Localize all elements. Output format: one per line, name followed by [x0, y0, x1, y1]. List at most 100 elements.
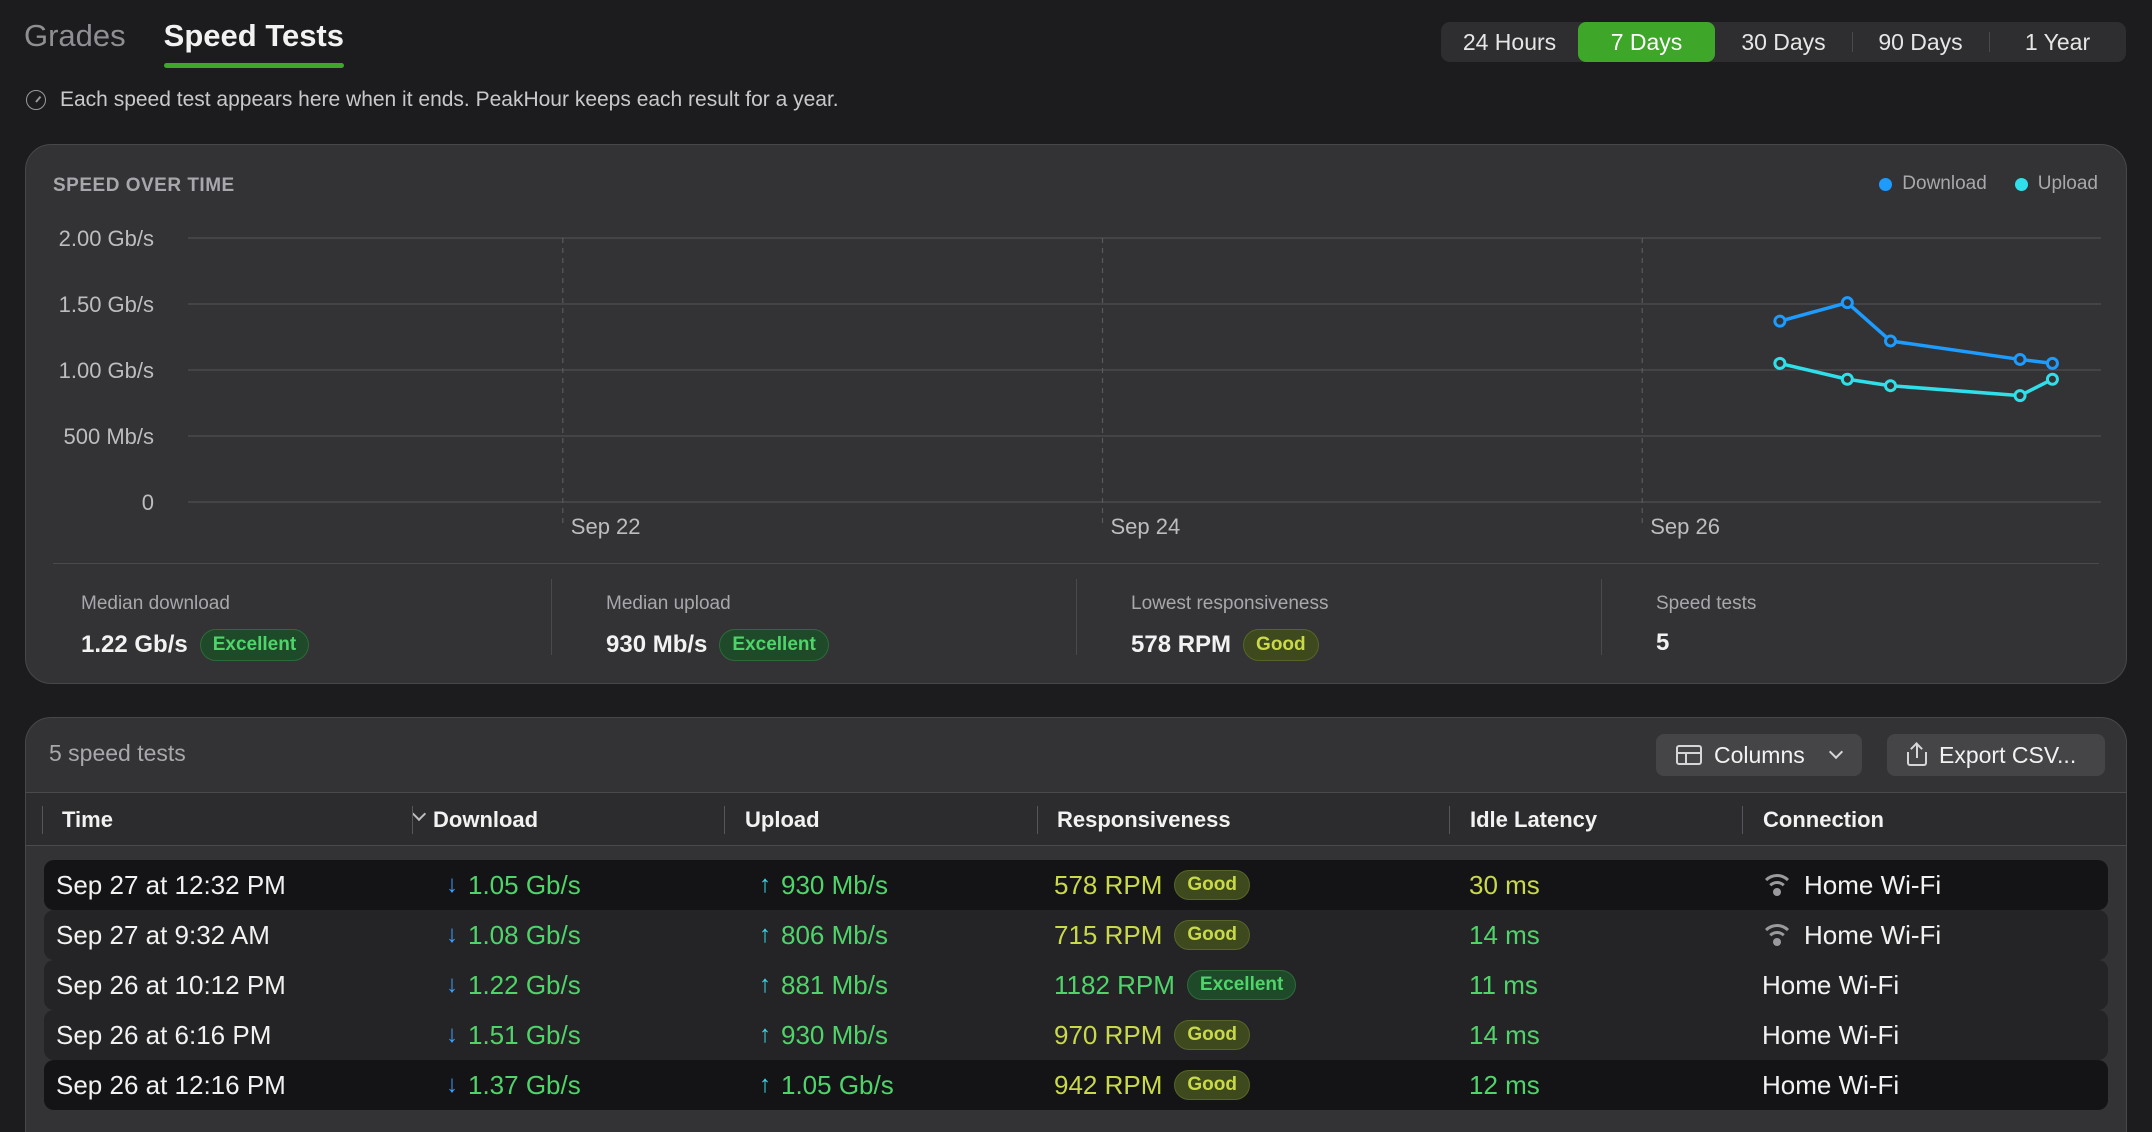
download-value: 1.05 Gb/s — [468, 869, 581, 900]
stat-median-upload: Median upload 930 Mb/s Excellent — [551, 563, 1076, 683]
table-row[interactable]: Sep 26 at 10:12 PM ↓ 1.22 Gb/s ↑ 881 Mb/s 118… — [44, 960, 2108, 1010]
responsiveness-value: 970 RPM — [1054, 1019, 1163, 1050]
arrow-down-icon: ↓ — [446, 1021, 458, 1048]
responsiveness-badge: Good — [1174, 920, 1250, 950]
cell-upload: ↑ 1.05 Gb/s — [759, 1060, 894, 1110]
stat-badge: Excellent — [199, 629, 310, 661]
y-tick-label: 1.00 Gb/s — [59, 358, 154, 383]
cell-time: Sep 27 at 9:32 AM — [56, 919, 270, 950]
connection-value: Home Wi-Fi — [1804, 919, 1942, 950]
header-idle-latency[interactable]: Idle Latency — [1470, 806, 1598, 832]
header-separator — [724, 806, 725, 834]
header-responsiveness[interactable]: Responsiveness — [1057, 806, 1231, 832]
cell-download: ↓ 1.22 Gb/s — [446, 960, 581, 1010]
range-24-hours[interactable]: 24 Hours — [1462, 28, 1557, 55]
range-90-days[interactable]: 90 Days — [1852, 22, 1989, 62]
top-bar: Grades Speed Tests 24 Hours 7 Days 30 Da… — [0, 0, 2152, 90]
header-separator — [412, 806, 413, 834]
header-connection[interactable]: Connection — [1763, 806, 1884, 832]
cell-connection: Home Wi-Fi — [1762, 910, 1941, 960]
range-1-year[interactable]: 1 Year — [1989, 22, 2126, 62]
cell-idle-latency: 12 ms — [1469, 1069, 1540, 1100]
connection-value: Home Wi-Fi — [1762, 1069, 1900, 1100]
arrow-down-icon: ↓ — [446, 871, 458, 898]
arrow-up-icon: ↑ — [759, 871, 771, 898]
export-label: Export CSV... — [1939, 741, 2077, 768]
download-value: 1.37 Gb/s — [468, 1069, 581, 1100]
stat-lowest-responsiveness: Lowest responsiveness 578 RPM Good — [1076, 563, 1601, 683]
info-line: Each speed test appears here when it end… — [26, 88, 839, 112]
cell-time: Sep 26 at 6:16 PM — [56, 1019, 272, 1050]
table-rows: Sep 27 at 12:32 PM ↓ 1.05 Gb/s ↑ 930 Mb/s 578… — [44, 860, 2108, 1110]
responsiveness-value: 1182 RPM — [1054, 969, 1175, 1000]
series-line-upload — [1779, 361, 2054, 398]
arrow-down-icon: ↓ — [446, 1071, 458, 1098]
cell-time: Sep 26 at 12:16 PM — [56, 1069, 286, 1100]
stat-badge: Good — [1243, 629, 1319, 661]
tab-speed-tests[interactable]: Speed Tests — [163, 18, 345, 68]
table-row[interactable]: Sep 26 at 12:16 PM ↓ 1.37 Gb/s ↑ 1.05 Gb/s 94… — [44, 1060, 2108, 1110]
sort-chevron-icon[interactable] — [411, 806, 427, 822]
download-legend-dot — [1879, 177, 1893, 191]
cell-upload: ↑ 881 Mb/s — [759, 960, 888, 1010]
data-point-download — [2045, 356, 2059, 370]
cell-responsiveness: 578 RPM Good — [1054, 860, 1250, 910]
upload-value: 930 Mb/s — [781, 869, 888, 900]
responsiveness-badge: Good — [1174, 1020, 1250, 1050]
header-upload[interactable]: Upload — [745, 806, 820, 832]
header-separator — [42, 806, 43, 834]
y-tick-label: 1.50 Gb/s — [59, 292, 154, 317]
cell-upload: ↑ 930 Mb/s — [759, 860, 888, 910]
arrow-up-icon: ↑ — [759, 1021, 771, 1048]
range-7-days[interactable]: 7 Days — [1578, 22, 1715, 62]
cell-connection: Home Wi-Fi — [1762, 1060, 1899, 1110]
upload-value: 1.05 Gb/s — [781, 1069, 894, 1100]
view-tabs: Grades Speed Tests — [24, 18, 345, 68]
data-point-upload — [1884, 379, 1898, 393]
table-row[interactable]: Sep 27 at 12:32 PM ↓ 1.05 Gb/s ↑ 930 Mb/s 578… — [44, 860, 2108, 910]
share-icon — [1907, 744, 1927, 766]
cell-upload: ↑ 930 Mb/s — [759, 1010, 888, 1060]
stat-label: Median upload — [606, 593, 731, 614]
data-point-upload — [2013, 389, 2027, 403]
connection-value: Home Wi-Fi — [1762, 1019, 1900, 1050]
data-point-download — [2013, 352, 2027, 366]
responsiveness-value: 715 RPM — [1054, 919, 1163, 950]
responsiveness-badge: Good — [1174, 870, 1250, 900]
header-download[interactable]: Download — [433, 806, 539, 832]
columns-label: Columns — [1714, 741, 1805, 768]
cell-idle-latency: 14 ms — [1469, 1019, 1540, 1050]
table-header: Time Download Upload Responsiveness Idle… — [26, 792, 2126, 846]
export-csv-button[interactable]: Export CSV... — [1887, 734, 2105, 776]
cell-responsiveness: 715 RPM Good — [1054, 910, 1250, 960]
stat-value: 930 Mb/s — [606, 631, 708, 658]
speed-line-chart: 2.00 Gb/s 1.50 Gb/s 1.00 Gb/s 500 Mb/s 0 Sep … — [59, 226, 2101, 539]
header-separator — [1742, 806, 1743, 834]
cell-idle-latency: 11 ms — [1469, 969, 1538, 1000]
stat-value: 578 RPM — [1131, 631, 1232, 658]
test-count: 5 speed tests — [49, 740, 186, 766]
header-time[interactable]: Time — [62, 793, 427, 846]
stat-label: Lowest responsiveness — [1131, 593, 1329, 614]
responsiveness-badge: Good — [1174, 1070, 1250, 1100]
arrow-down-icon: ↓ — [446, 971, 458, 998]
data-point-upload — [2045, 372, 2059, 386]
cell-download: ↓ 1.51 Gb/s — [446, 1010, 581, 1060]
range-30-days[interactable]: 30 Days — [1741, 28, 1826, 55]
speed-chart-card: SPEED OVER TIME Download Upload 2.00 Gb/… — [25, 144, 2127, 684]
download-value: 1.51 Gb/s — [468, 1019, 581, 1050]
tab-grades[interactable]: Grades — [24, 18, 126, 53]
upload-value: 881 Mb/s — [781, 969, 888, 1000]
table-row[interactable]: Sep 27 at 9:32 AM ↓ 1.08 Gb/s ↑ 806 Mb/s 715 … — [44, 910, 2108, 960]
responsiveness-value: 942 RPM — [1054, 1069, 1163, 1100]
table-row[interactable]: Sep 26 at 6:16 PM ↓ 1.51 Gb/s ↑ 930 Mb/s 970 … — [44, 1010, 2108, 1060]
arrow-up-icon: ↑ — [759, 921, 771, 948]
cell-connection: Home Wi-Fi — [1762, 1010, 1899, 1060]
connection-value: Home Wi-Fi — [1762, 969, 1900, 1000]
y-tick-label: 500 Mb/s — [64, 424, 155, 449]
cell-time: Sep 26 at 10:12 PM — [56, 969, 286, 1000]
cell-responsiveness: 942 RPM Good — [1054, 1060, 1250, 1110]
legend-upload: Upload — [2014, 173, 2098, 195]
columns-button[interactable]: Columns — [1656, 734, 1862, 776]
upload-value: 806 Mb/s — [781, 919, 888, 950]
